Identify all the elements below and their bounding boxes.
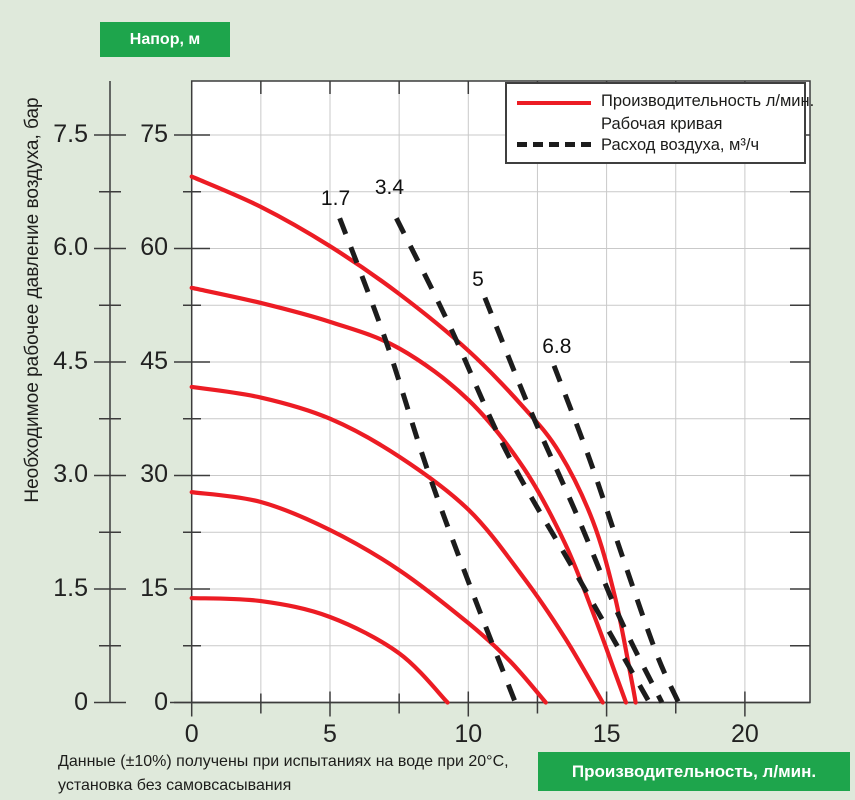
x-tick-label-15: 15 [592,720,621,748]
head-tick-label-15: 15 [140,573,168,602]
head-axis-badge: Напор, м [100,22,230,57]
bar-tick-label-6.0: 6.0 [53,233,88,262]
head-tick-label-0: 0 [154,687,168,716]
legend-pump-label-line2: Рабочая кривая [601,115,723,133]
air-curve-3.4 [394,217,652,704]
air-curve-label-5: 5 [472,268,484,292]
air-curve-label-3.4: 3.4 [374,175,405,199]
head-tick-label-30: 30 [140,460,168,489]
head-tick-label-75: 75 [140,119,168,148]
bar-tick-label-0: 0 [74,687,88,716]
legend-pump-label-line1: Производительность л/мин. [601,92,815,110]
pump-curve-curve-14m [189,595,450,705]
air-curve-5 [482,296,665,704]
pump-curve-legend-swatch [517,101,591,105]
bar-tick-label-7.5: 7.5 [53,119,88,148]
air-curve-1.7 [337,217,518,704]
air-curve-6.8 [551,364,681,704]
note-line-2: установка без самовсасывания [58,777,292,794]
air-curve-label-6.8: 6.8 [542,334,572,358]
bar-tick-label-3.0: 3.0 [53,460,88,489]
air-curve-legend-swatch [517,142,591,147]
air-curve-label-1.7: 1.7 [320,187,351,211]
pump-curve-curve-28m [189,490,548,705]
head-tick-label-45: 45 [140,346,168,375]
x-tick-label-0: 0 [184,720,199,748]
head-tick-label-60: 60 [140,233,168,262]
x-tick-label-20: 20 [730,720,759,748]
bar-tick-label-1.5: 1.5 [53,573,88,602]
pump-curve-curve-42m [189,384,605,705]
pressure-axis-title: Необходимое рабочее давление воздуха, ба… [22,97,43,503]
plot-area [191,81,810,703]
chart-legend: Производительность л/мин. Рабочая кривая… [505,82,814,164]
legend-air-label: Расход воздуха, м³/ч [601,136,760,154]
test-conditions-note: Данные (±10%) получены при испытаниях на… [58,750,509,798]
capacity-axis-badge: Производительность, л/мин. [538,752,850,791]
x-tick-label-5: 5 [323,720,337,748]
note-line-1: Данные (±10%) получены при испытаниях на… [58,753,509,770]
x-tick-label-10: 10 [454,720,483,748]
bar-tick-label-4.5: 4.5 [53,346,88,375]
